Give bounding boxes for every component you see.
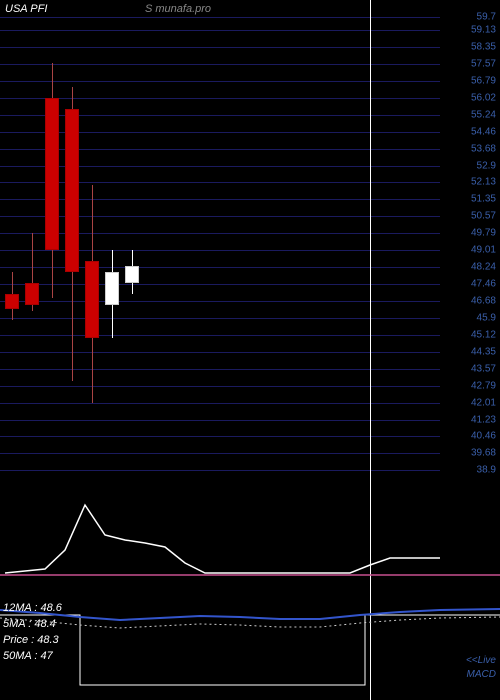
grid-line <box>0 403 440 404</box>
grid-line <box>0 420 440 421</box>
grid-line <box>0 30 440 31</box>
y-axis-label: 40.46 <box>471 431 496 442</box>
grid-line <box>0 98 440 99</box>
y-axis-label: 41.23 <box>471 414 496 425</box>
y-axis-label: 59.13 <box>471 24 496 35</box>
y-axis-label: 38.9 <box>477 465 496 476</box>
candle-body <box>105 272 119 305</box>
live-label: <<Live <box>466 655 496 666</box>
grid-line <box>0 318 440 319</box>
y-axis-label: 49.01 <box>471 245 496 256</box>
price-label: Price : 48.3 <box>3 634 59 646</box>
price-panel <box>0 0 440 490</box>
y-axis-label: 52.13 <box>471 177 496 188</box>
y-axis-label: 51.35 <box>471 194 496 205</box>
candle-body <box>65 109 79 272</box>
grid-line <box>0 386 440 387</box>
grid-line <box>0 453 440 454</box>
y-axis-label: 44.35 <box>471 346 496 357</box>
y-axis-label: 59.7 <box>477 12 496 23</box>
stock-chart: USA PFI S munafa.pro <<Live MACD 12MA : … <box>0 0 500 700</box>
y-axis-label: 58.35 <box>471 41 496 52</box>
y-axis-label: 48.24 <box>471 261 496 272</box>
y-axis-label: 56.79 <box>471 75 496 86</box>
candle-body <box>45 98 59 250</box>
y-axis-label: 45.9 <box>477 312 496 323</box>
y-axis-label: 46.68 <box>471 295 496 306</box>
y-axis-label: 45.12 <box>471 329 496 340</box>
grid-line <box>0 436 440 437</box>
y-axis-label: 53.68 <box>471 143 496 154</box>
grid-line <box>0 284 440 285</box>
grid-line <box>0 81 440 82</box>
ma50-label: 50MA : 47 <box>3 650 53 662</box>
grid-line <box>0 352 440 353</box>
y-axis-label: 55.24 <box>471 109 496 120</box>
candle-body <box>125 266 139 283</box>
candle-body <box>25 283 39 305</box>
y-axis-label: 52.9 <box>477 160 496 171</box>
grid-line <box>0 335 440 336</box>
macd-panel: <<Live MACD <box>0 595 500 700</box>
y-axis-label: 57.57 <box>471 58 496 69</box>
grid-line <box>0 64 440 65</box>
y-axis-label: 43.57 <box>471 363 496 374</box>
macd-label: MACD <box>467 669 496 680</box>
y-axis-label: 42.79 <box>471 380 496 391</box>
y-axis-label: 47.46 <box>471 278 496 289</box>
grid-line <box>0 369 440 370</box>
y-axis-label: 56.02 <box>471 92 496 103</box>
y-axis-label: 49.79 <box>471 228 496 239</box>
grid-line <box>0 470 440 471</box>
candle-body <box>5 294 19 309</box>
grid-line <box>0 47 440 48</box>
y-axis-label: 54.46 <box>471 126 496 137</box>
ma12-label: 12MA : 48.6 <box>3 602 62 614</box>
ma5-label: 5MA : 48.4 <box>3 618 56 630</box>
y-axis-label: 50.57 <box>471 211 496 222</box>
indicator-panel <box>0 495 440 585</box>
candle-body <box>85 261 99 337</box>
grid-line <box>0 301 440 302</box>
y-axis-label: 42.01 <box>471 397 496 408</box>
grid-line <box>0 17 440 18</box>
y-axis-label: 39.68 <box>471 448 496 459</box>
